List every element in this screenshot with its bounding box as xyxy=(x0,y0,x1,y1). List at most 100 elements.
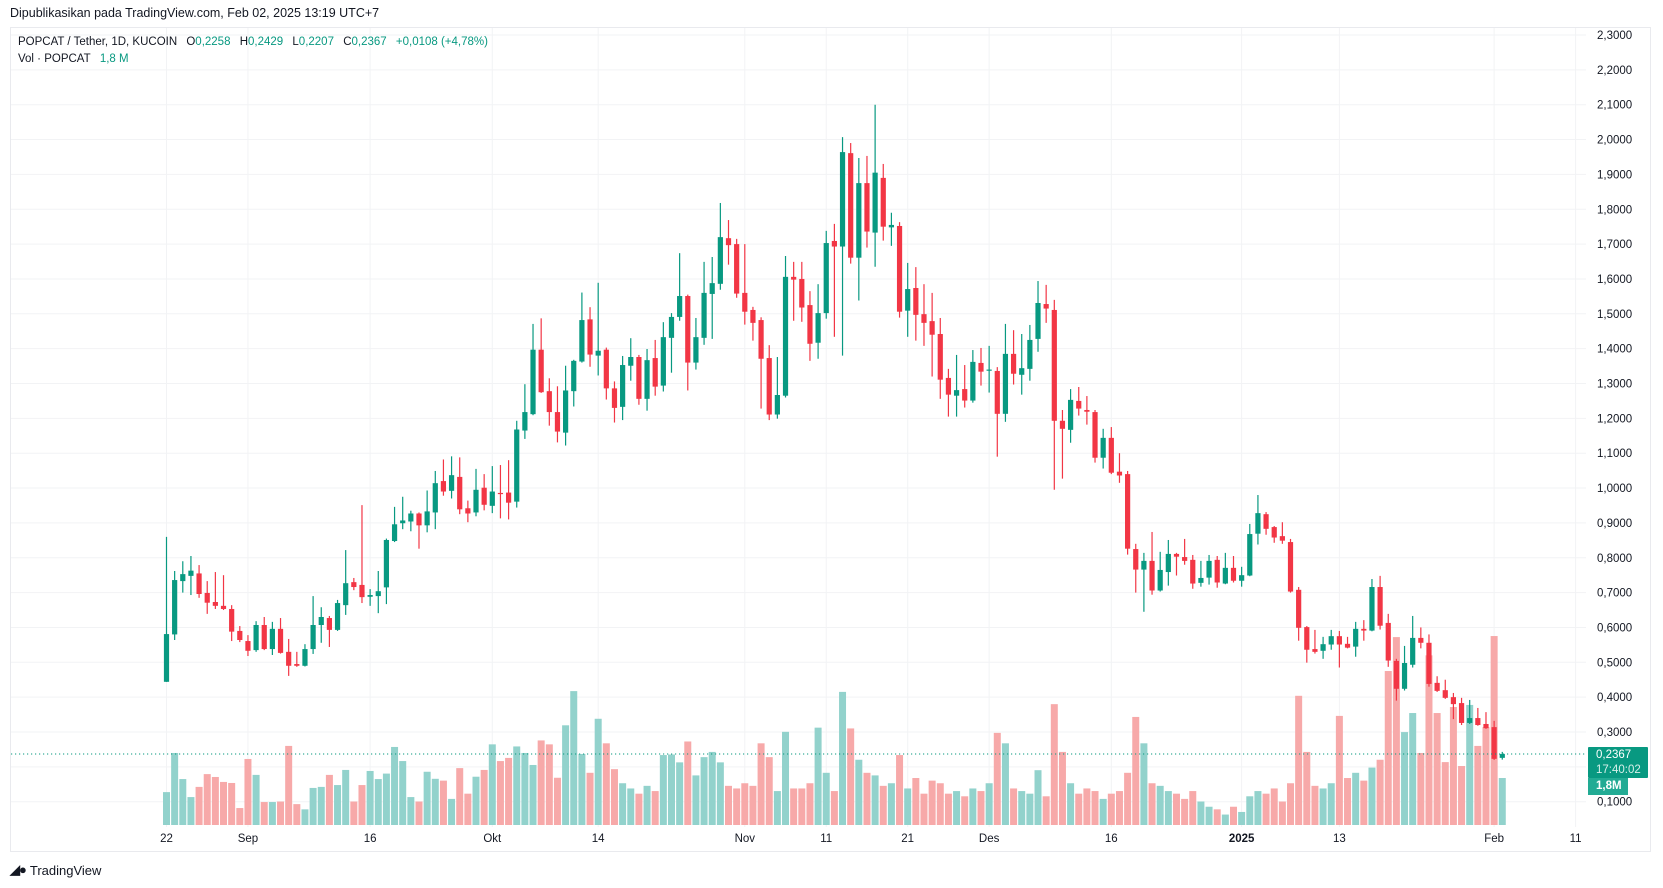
volume-bar xyxy=(1360,780,1368,825)
candle-body xyxy=(1239,575,1245,581)
candle-body xyxy=(1206,560,1212,578)
volume-bar xyxy=(610,769,618,825)
volume-bar xyxy=(513,746,521,825)
candle-body xyxy=(1353,628,1359,647)
volume-bar xyxy=(350,801,358,825)
candle-body xyxy=(538,349,544,393)
candle xyxy=(864,155,870,248)
volume-bar xyxy=(700,757,708,825)
candle xyxy=(839,137,846,356)
price-axis-label: 1,0000 xyxy=(1597,483,1632,495)
price-axis-label: 1,7000 xyxy=(1597,239,1632,251)
volume-bar xyxy=(814,727,822,825)
volume-bar xyxy=(993,732,1001,825)
candle-body xyxy=(212,602,218,606)
volume-bar xyxy=(382,773,390,825)
candle-body xyxy=(1361,628,1367,631)
candle xyxy=(1100,428,1106,469)
candle-body xyxy=(677,296,683,317)
candle xyxy=(391,506,398,543)
price-axis-label: 2,3000 xyxy=(1597,30,1632,42)
candle-body xyxy=(334,603,341,630)
candle xyxy=(1279,522,1285,544)
tradingview-logo[interactable]: ◢● TradingView xyxy=(10,862,101,878)
candle-body xyxy=(587,319,593,355)
candle-body xyxy=(514,429,520,502)
volume-bar xyxy=(879,785,887,825)
candle xyxy=(505,460,512,520)
volume-bar xyxy=(187,797,195,825)
volume-bar xyxy=(1352,772,1360,825)
volume-bar xyxy=(1107,793,1115,825)
candle xyxy=(628,338,634,381)
candle xyxy=(888,212,895,246)
volume-bar xyxy=(961,796,969,825)
candle xyxy=(1165,539,1171,586)
candle-body xyxy=(791,276,797,280)
volume-bar xyxy=(855,759,863,825)
volume-bar xyxy=(1368,767,1376,825)
candle-body xyxy=(782,276,789,396)
volume-bar xyxy=(708,751,716,825)
candle xyxy=(302,644,308,667)
volume-bar xyxy=(1181,798,1189,825)
candle-body xyxy=(294,664,300,666)
candle xyxy=(620,355,626,421)
volume-bar xyxy=(203,774,211,825)
last-price-value: 0,2367 xyxy=(1596,749,1632,761)
volume-bar xyxy=(1189,791,1197,825)
volume-bar xyxy=(1246,796,1254,825)
candle xyxy=(229,605,235,642)
candle xyxy=(725,220,732,265)
candle-body xyxy=(448,475,455,491)
candle xyxy=(212,572,218,609)
candle xyxy=(937,317,943,399)
volume-row: Vol · POPCAT 1,8 M xyxy=(18,51,488,68)
volume-bar xyxy=(798,788,806,825)
candle xyxy=(1393,658,1399,701)
candle xyxy=(807,291,813,361)
volume-bar xyxy=(334,785,342,825)
candle xyxy=(351,577,357,591)
candle xyxy=(677,253,683,321)
candle xyxy=(1467,699,1473,724)
candle xyxy=(636,354,642,405)
candle xyxy=(530,323,536,416)
candle xyxy=(432,470,438,530)
symbol-title[interactable]: POPCAT / Tether, 1D, KUCOIN xyxy=(18,36,178,48)
candle xyxy=(1116,453,1123,483)
price-axis-label: 1,5000 xyxy=(1597,309,1632,321)
candle-body xyxy=(799,278,805,308)
candle-body xyxy=(1002,353,1009,414)
price-axis-label: 0,4000 xyxy=(1597,692,1632,704)
time-axis-label: Des xyxy=(979,833,1000,845)
candle xyxy=(750,306,756,341)
candle-body xyxy=(709,283,715,294)
candle-body xyxy=(261,625,267,650)
candle-body xyxy=(1051,309,1057,421)
candle-body xyxy=(1198,577,1204,583)
candle xyxy=(1442,679,1448,699)
candle xyxy=(245,635,251,657)
candle xyxy=(1222,552,1228,585)
price-axis-label: 0,6000 xyxy=(1597,622,1632,634)
candle xyxy=(286,638,292,676)
candle xyxy=(1239,566,1245,587)
candle-body xyxy=(188,570,194,576)
candle xyxy=(400,496,406,530)
volume-bar xyxy=(1335,715,1343,825)
candle xyxy=(269,621,275,655)
candle xyxy=(1173,552,1180,576)
volume-bar xyxy=(1425,655,1433,825)
volume-label[interactable]: Vol · POPCAT xyxy=(18,53,91,65)
volume-bar xyxy=(456,768,464,825)
volume-bar xyxy=(1091,791,1099,825)
volume-bar xyxy=(977,791,985,825)
candle xyxy=(970,350,976,403)
volume-bar xyxy=(472,776,480,825)
volume-bar xyxy=(423,771,431,825)
candle xyxy=(1019,334,1025,395)
candle xyxy=(497,465,504,519)
candle xyxy=(1027,324,1033,381)
